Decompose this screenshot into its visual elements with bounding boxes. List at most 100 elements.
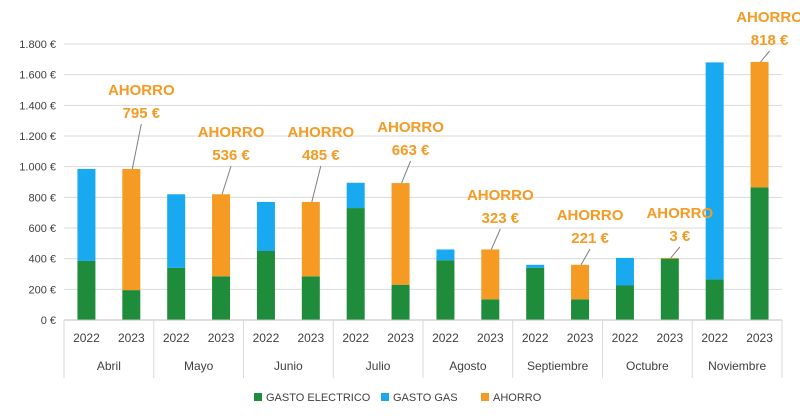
- bar-segment: [346, 208, 365, 320]
- bar-segment: [615, 285, 634, 320]
- year-label: 2022: [73, 331, 100, 345]
- y-tick-label: 1.200 €: [19, 131, 56, 143]
- bars: [77, 61, 769, 320]
- year-label: 2023: [656, 331, 683, 345]
- bar-segment: [391, 183, 410, 285]
- year-label: 2022: [342, 331, 369, 345]
- year-label: 2022: [612, 331, 639, 345]
- bar-segment: [481, 299, 500, 320]
- bar-segment: [750, 61, 769, 188]
- annotation-value: 3 €: [669, 228, 691, 245]
- bar-segment: [167, 267, 186, 320]
- year-label: 2023: [567, 331, 594, 345]
- year-label: 2022: [253, 331, 280, 345]
- y-tick-label: 1.000 €: [19, 162, 56, 174]
- month-label: Julio: [366, 359, 391, 373]
- bar-segment: [660, 258, 679, 320]
- annotation-leader: [221, 165, 232, 195]
- year-label: 2023: [118, 331, 145, 345]
- year-label: 2023: [477, 331, 504, 345]
- annotation-value: 536 €: [212, 147, 250, 164]
- bar-segment: [526, 267, 545, 320]
- annotation-value: 818 €: [751, 32, 789, 49]
- bar-segment: [481, 249, 500, 300]
- legend-label: AHORRO: [493, 392, 542, 404]
- month-label: Octubre: [626, 359, 669, 373]
- annotation-leader: [760, 50, 770, 63]
- annotation-leader: [580, 248, 591, 266]
- legend-label: GASTO GAS: [393, 392, 458, 404]
- annotation-title: AHORRO: [198, 124, 265, 141]
- y-tick-label: 1.400 €: [19, 100, 56, 112]
- annotation-title: AHORRO: [736, 9, 800, 26]
- y-tick-label: 800 €: [28, 192, 56, 204]
- bar-segment: [660, 257, 679, 259]
- annotation-value: 663 €: [392, 142, 430, 159]
- legend: GASTO ELECTRICO GASTO GAS AHORRO: [254, 392, 542, 404]
- bar-segment: [212, 276, 231, 320]
- bar-segment: [256, 251, 275, 320]
- legend-swatch: [254, 393, 262, 401]
- month-label: Mayo: [184, 359, 214, 373]
- bar-segment: [571, 264, 590, 300]
- year-label: 2022: [522, 331, 549, 345]
- legend-label: GASTO ELECTRICO: [266, 392, 371, 404]
- bar-segment: [750, 187, 769, 320]
- month-label: Junio: [274, 359, 303, 373]
- bar-segment: [256, 201, 275, 251]
- y-tick-label: 1.800 €: [19, 39, 56, 51]
- bar-segment: [391, 284, 410, 320]
- bar-segment: [436, 249, 455, 261]
- annotation-leader: [670, 246, 681, 259]
- annotation-leader: [311, 165, 322, 203]
- annotation-title: AHORRO: [377, 119, 444, 136]
- y-tick-label: 0 €: [41, 315, 56, 327]
- bar-segment: [77, 260, 96, 320]
- bar-segment: [167, 194, 186, 268]
- bar-segment: [526, 264, 545, 268]
- year-label: 2022: [432, 331, 459, 345]
- year-label: 2023: [297, 331, 324, 345]
- year-label: 2023: [208, 331, 235, 345]
- year-label: 2022: [163, 331, 190, 345]
- bar-segment: [615, 257, 634, 286]
- annotation-value: 485 €: [302, 147, 340, 164]
- annotation-value: 795 €: [123, 105, 161, 122]
- y-tick-label: 1.600 €: [19, 70, 56, 82]
- bar-segment: [705, 62, 724, 280]
- annotation-value: 323 €: [482, 210, 520, 227]
- y-tick-label: 600 €: [28, 223, 56, 235]
- month-label: Noviembre: [708, 359, 766, 373]
- ahorro-annotations: AHORRO 795 € AHORRO 536 € AHORRO 485 € AHORRO 6…: [108, 9, 800, 266]
- annotation-leader: [490, 228, 501, 250]
- bar-segment: [346, 182, 365, 209]
- month-label: Abril: [97, 359, 121, 373]
- legend-swatch: [481, 393, 489, 401]
- annotation-title: AHORRO: [287, 124, 354, 141]
- bar-segment: [122, 168, 141, 291]
- month-label: Septiembre: [527, 359, 589, 373]
- bar-segment: [436, 260, 455, 320]
- annotation-leader: [401, 160, 412, 184]
- bar-segment: [571, 299, 590, 320]
- bar-segment: [212, 194, 231, 277]
- annotation-title: AHORRO: [557, 207, 624, 224]
- annotation-title: AHORRO: [108, 82, 175, 99]
- x-axis: 2022 2023 2022 2023 2022 2023 2022 2023 2022 2023…: [63, 319, 783, 378]
- year-label: 2023: [746, 331, 773, 345]
- y-tick-label: 400 €: [28, 254, 56, 266]
- bar-segment: [705, 279, 724, 320]
- bar-segment: [301, 276, 320, 320]
- annotation-title: AHORRO: [646, 205, 713, 222]
- year-label: 2023: [387, 331, 414, 345]
- y-tick-label: 200 €: [28, 284, 56, 296]
- y-axis-labels: 0 € 200 € 400 € 600 € 800 € 1.000 € 1.200 € 1.4…: [19, 39, 56, 327]
- bar-segment: [77, 168, 96, 261]
- year-label: 2022: [701, 331, 728, 345]
- annotation-title: AHORRO: [467, 187, 534, 204]
- bar-segment: [301, 201, 320, 277]
- bar-segment: [122, 290, 141, 320]
- annotation-value: 221 €: [571, 230, 609, 247]
- annotation-leader: [131, 123, 142, 170]
